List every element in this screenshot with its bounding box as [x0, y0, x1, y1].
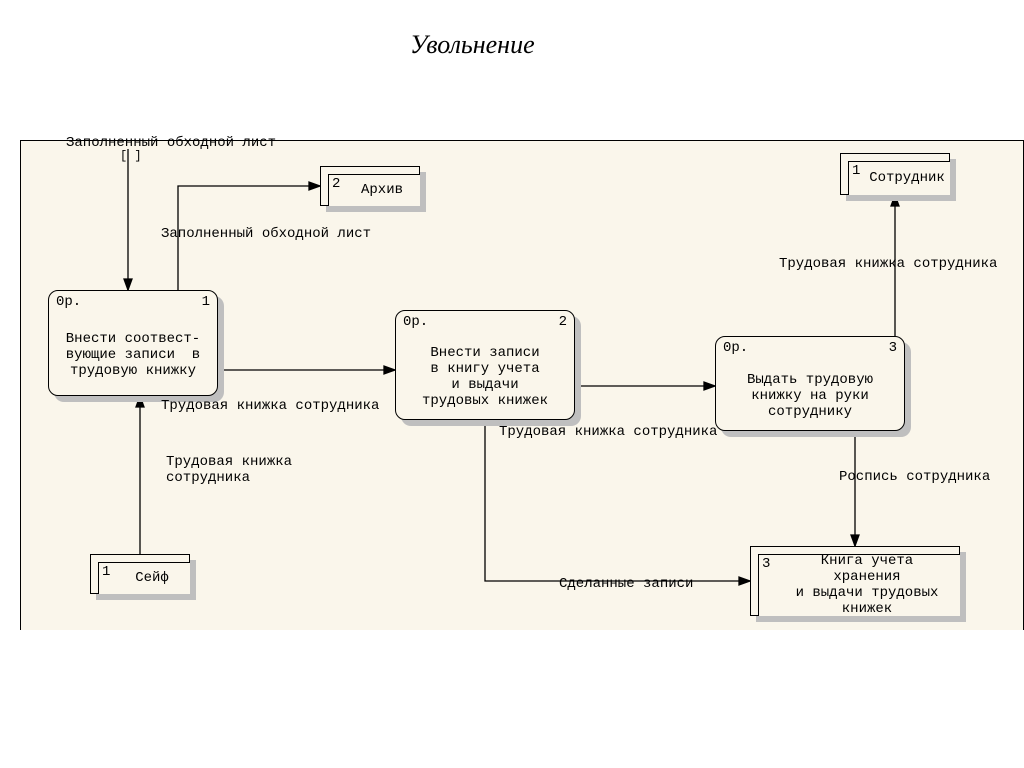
process-label: Внести записи в книгу учета и выдачи тру…	[395, 338, 575, 416]
process-cost: 0р.	[723, 340, 748, 356]
process-label: Выдать трудовую книжку на руки сотрудник…	[715, 364, 905, 427]
process-number: 2	[559, 314, 567, 330]
flow-label-signature: Роспись сотрудника	[839, 469, 990, 485]
process-label: Внести соотвест- вующие записи в трудову…	[48, 318, 218, 392]
process-3: 0р. 3 Выдать трудовую книжку на руки сот…	[715, 336, 905, 431]
svg-text:[ ]: [ ]	[120, 149, 142, 163]
entity-label: Сейф	[116, 562, 188, 594]
process-cost: 0р.	[403, 314, 428, 330]
process-header: 0р. 2	[403, 314, 567, 330]
flow-label-safe: Трудовая книжка сотрудника	[166, 454, 292, 486]
flow-label-p1p2: Трудовая книжка сотрудника	[161, 398, 379, 414]
process-number: 3	[889, 340, 897, 356]
process-header: 0р. 1	[56, 294, 210, 310]
external-book: 3 Книга учета хранения и выдачи трудовых…	[750, 546, 960, 616]
flow-label-employee: Трудовая книжка сотрудника	[779, 256, 997, 272]
process-2: 0р. 2 Внести записи в книгу учета и выда…	[395, 310, 575, 420]
external-safe: 1 Сейф	[90, 554, 190, 594]
flow-label-input: Заполненный обходной лист	[66, 135, 276, 151]
page-title: Увольнение	[410, 30, 535, 60]
diagram-canvas: [ ] 2 Архив 1 Сотрудник 1 Сейф 3 Книга у…	[20, 140, 1024, 630]
entity-number: 1	[102, 564, 110, 580]
flow-label-p2p3: Трудовая книжка сотрудника	[499, 424, 717, 440]
entity-label: Книга учета хранения и выдачи трудовых к…	[776, 554, 958, 616]
process-cost: 0р.	[56, 294, 81, 310]
external-employee: 1 Сотрудник	[840, 153, 950, 195]
process-number: 1	[202, 294, 210, 310]
entity-number: 2	[332, 176, 340, 192]
process-header: 0р. 3	[723, 340, 897, 356]
external-archive: 2 Архив	[320, 166, 420, 206]
entity-number: 3	[762, 556, 770, 572]
entity-label: Архив	[346, 174, 418, 206]
entity-number: 1	[852, 163, 860, 179]
flow-label-archive: Заполненный обходной лист	[161, 226, 371, 242]
flow-label-records: Сделанные записи	[559, 576, 693, 592]
process-1: 0р. 1 Внести соотвест- вующие записи в т…	[48, 290, 218, 396]
entity-label: Сотрудник	[866, 161, 948, 195]
